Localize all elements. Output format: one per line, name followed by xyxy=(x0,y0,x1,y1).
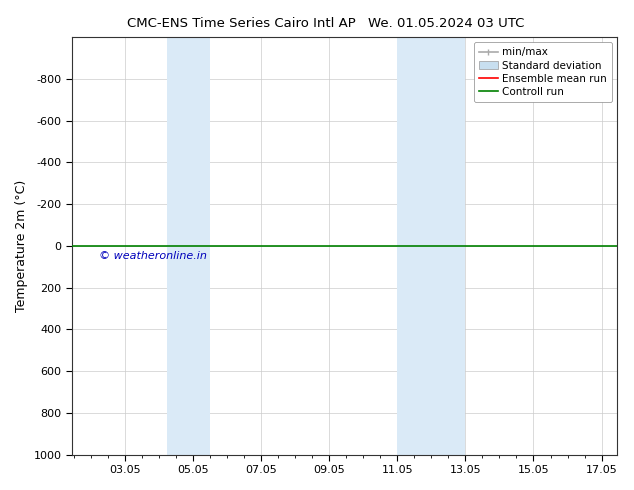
Bar xyxy=(193,37,210,455)
Text: CMC-ENS Time Series Cairo Intl AP: CMC-ENS Time Series Cairo Intl AP xyxy=(127,17,356,30)
Y-axis label: Temperature 2m (°C): Temperature 2m (°C) xyxy=(15,180,28,312)
Legend: min/max, Standard deviation, Ensemble mean run, Controll run: min/max, Standard deviation, Ensemble me… xyxy=(474,42,612,102)
Bar xyxy=(398,37,431,455)
Text: © weatheronline.in: © weatheronline.in xyxy=(99,251,207,261)
Bar xyxy=(167,37,193,455)
Text: We. 01.05.2024 03 UTC: We. 01.05.2024 03 UTC xyxy=(368,17,524,30)
Bar xyxy=(431,37,465,455)
